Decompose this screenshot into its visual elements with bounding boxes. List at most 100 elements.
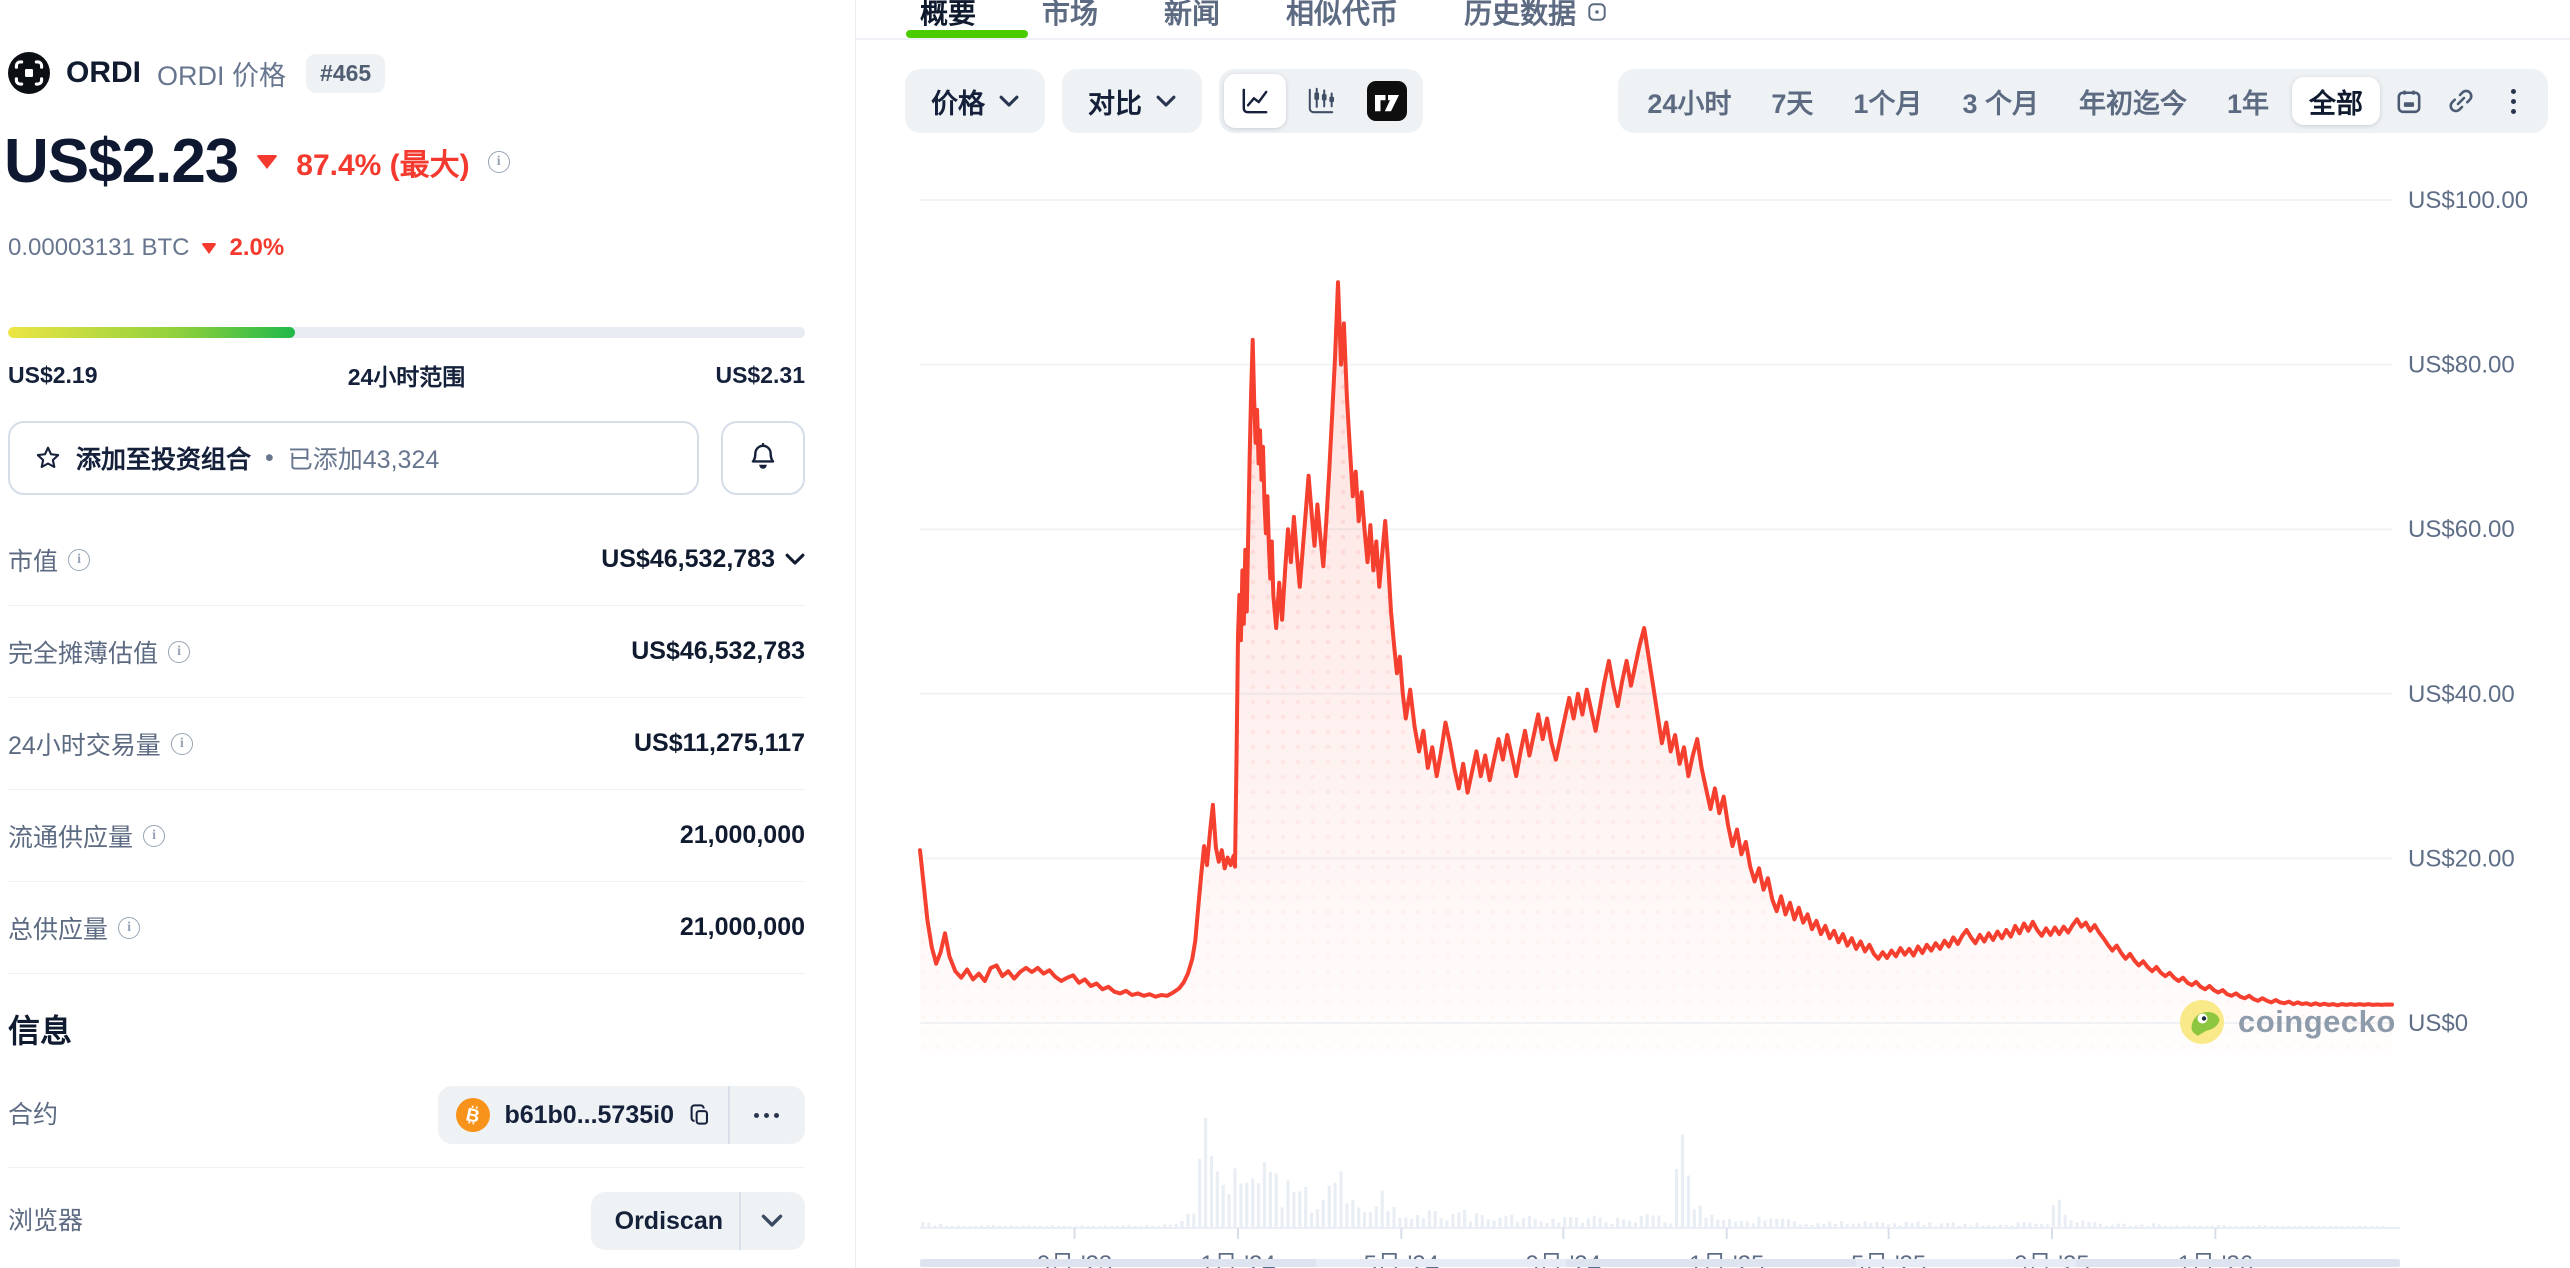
watermark-text: coingecko (2238, 1004, 2396, 1039)
portfolio-label: 添加至投资组合 (76, 446, 252, 474)
more-options-icon[interactable] (746, 1112, 787, 1118)
btc-price-row: 0.00003131 BTC 2.0% (8, 234, 284, 262)
portfolio-added-count: 已添加43,324 (287, 446, 440, 474)
range-all[interactable]: 全部 (2292, 77, 2380, 125)
stat-row-volume: 24小时交易量 US$11,275,117 (8, 698, 805, 790)
kebab-menu-icon (2505, 88, 2522, 114)
svg-text:US$40.00: US$40.00 (2408, 681, 2515, 708)
coin-subtitle: ORDI 价格 (157, 60, 287, 91)
star-icon (34, 444, 62, 472)
stat-label: 总供应量 (8, 915, 109, 944)
tradingview-button[interactable] (1356, 74, 1418, 128)
info-icon[interactable] (118, 916, 141, 939)
price-down-arrow-icon (256, 154, 279, 169)
contract-address: b61b0...5735i0 (504, 1100, 674, 1129)
price-row: US$2.23 87.4% (最大) (4, 126, 510, 197)
ordi-logo-icon (8, 52, 50, 94)
stat-value: 21,000,000 (679, 913, 805, 941)
stat-row-total-supply: 总供应量 21,000,000 (8, 882, 805, 974)
svg-text:US$60.00: US$60.00 (2408, 516, 2515, 543)
stat-value: US$46,532,783 (601, 545, 805, 574)
bitcoin-icon: B (456, 1098, 491, 1132)
action-buttons: 添加至投资组合 • 已添加43,324 (8, 421, 805, 495)
tab-similar-coins[interactable]: 相似代币 (1286, 0, 1399, 29)
price-change: 87.4% (最大) (296, 148, 470, 182)
more-menu-button[interactable] (2490, 77, 2536, 125)
explorer-row: 浏览器 Ordiscan (8, 1192, 805, 1252)
contract-row: 合约 B b61b0...5735i0 (8, 1086, 805, 1168)
svg-text:US$0: US$0 (2408, 1010, 2468, 1037)
chevron-down-icon (999, 95, 1019, 108)
stat-label: 24小时交易量 (8, 731, 161, 760)
explorer-value: Ordiscan (614, 1206, 723, 1235)
svg-text:US$20.00: US$20.00 (2408, 845, 2515, 872)
add-to-portfolio-button[interactable]: 添加至投资组合 • 已添加43,324 (8, 421, 699, 495)
link-icon (2449, 89, 2473, 113)
contract-chip[interactable]: B b61b0...5735i0 (438, 1086, 805, 1144)
chart-type-switcher (1219, 69, 1423, 133)
line-chart-button[interactable] (1224, 74, 1286, 128)
stat-label: 市值 (8, 547, 59, 576)
active-tab-underline (906, 30, 1028, 38)
tab-historical-data[interactable]: 历史数据 (1464, 0, 1608, 32)
share-link-button[interactable] (2438, 77, 2484, 125)
svg-text:US$100.00: US$100.00 (2408, 187, 2528, 214)
range-high: US$2.31 (715, 361, 805, 388)
calendar-icon (2397, 90, 2421, 114)
info-icon[interactable] (68, 548, 91, 571)
coingecko-logo-icon (2178, 998, 2226, 1046)
time-range-selector: 24小时 7天 1个月 3 个月 年初迄今 1年 全部 (1618, 69, 2548, 133)
explorer-label: 浏览器 (8, 1207, 84, 1235)
tab-news[interactable]: 新闻 (1164, 0, 1221, 29)
info-icon[interactable] (170, 732, 193, 755)
candlestick-chart-button[interactable] (1290, 74, 1352, 128)
chevron-down-icon[interactable] (785, 553, 805, 566)
stat-row-fdv: 完全摊薄估值 US$46,532,783 (8, 606, 805, 698)
tab-overview[interactable]: 概要 (920, 0, 977, 29)
price-info-icon[interactable] (487, 150, 510, 173)
stat-label: 完全摊薄估值 (8, 639, 159, 668)
range-bar-fill (8, 327, 295, 338)
coin-header: ORDI ORDI 价格 #465 (8, 52, 386, 94)
chip-divider (739, 1192, 741, 1250)
range-24h[interactable]: 24小时 (1647, 88, 1732, 119)
chart-toolbar: 价格 对比 24小时 7天 (905, 69, 2548, 133)
range-low: US$2.19 (8, 361, 98, 388)
range-1m[interactable]: 1个月 (1853, 88, 1923, 119)
coin-name: ORDI (66, 56, 141, 89)
range-labels: US$2.19 24小时范围 US$2.31 (8, 358, 805, 392)
svg-text:US$80.00: US$80.00 (2408, 352, 2515, 379)
notification-bell-button[interactable] (721, 421, 805, 495)
range-3m[interactable]: 3 个月 (1962, 88, 2039, 119)
stat-row-market-cap: 市值 US$46,532,783 (8, 514, 805, 606)
stat-value: US$11,275,117 (634, 729, 805, 757)
watermark: coingecko (2178, 998, 2396, 1046)
copy-icon[interactable] (688, 1103, 712, 1127)
tradingview-icon (1367, 81, 1407, 121)
rank-badge: #465 (306, 53, 386, 93)
coin-sidebar: ORDI ORDI 价格 #465 US$2.23 87.4% (最大) 0.0… (0, 0, 856, 1268)
btc-change: 2.0% (229, 234, 285, 261)
range-7d[interactable]: 7天 (1771, 88, 1814, 119)
range-1y[interactable]: 1年 (2226, 88, 2269, 119)
chevron-down-icon[interactable] (757, 1214, 787, 1228)
chart-panel: 概要 市场 新闻 相似代币 历史数据 价格 对比 (856, 0, 2570, 1268)
price-chart[interactable]: US$100.00 US$80.00 US$60.00 US$40.00 US$20.0… (856, 140, 2570, 1268)
contract-label: 合约 (8, 1101, 59, 1129)
price-chart-area: US$100.00 US$80.00 US$60.00 US$40.00 US$20.0… (856, 140, 2570, 1268)
line-chart-icon (1242, 88, 1268, 114)
info-icon[interactable] (168, 640, 191, 663)
stat-row-circulating-supply: 流通供应量 21,000,000 (8, 790, 805, 882)
stat-value: 21,000,000 (679, 821, 805, 849)
candlestick-icon (1308, 87, 1335, 114)
compare-dropdown[interactable]: 对比 (1062, 69, 1202, 133)
chip-divider (728, 1086, 730, 1144)
calendar-button[interactable] (2386, 77, 2432, 125)
info-icon[interactable] (143, 824, 166, 847)
explorer-dropdown[interactable]: Ordiscan (590, 1192, 805, 1250)
tab-markets[interactable]: 市场 (1042, 0, 1099, 29)
chevron-down-icon (1156, 95, 1176, 108)
range-ytd[interactable]: 年初迄今 (2078, 88, 2187, 119)
price-dropdown[interactable]: 价格 (905, 69, 1045, 133)
bell-icon (746, 441, 780, 475)
